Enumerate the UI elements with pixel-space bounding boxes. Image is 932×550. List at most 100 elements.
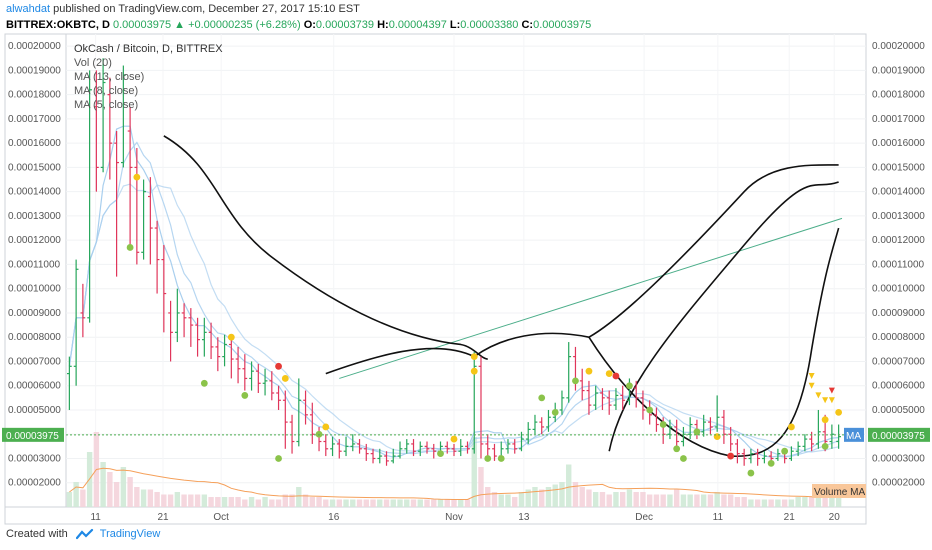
volume-bar: [478, 467, 484, 507]
signal-dot: [437, 450, 444, 458]
signal-dot: [821, 442, 829, 450]
volume-bar: [370, 499, 376, 507]
y-tick-label-left: 0.00017000: [8, 114, 61, 125]
volume-bar: [80, 489, 86, 507]
signal-dot: [315, 430, 323, 438]
legend-title: OkCash / Bitcoin, D, BITTREX: [74, 43, 223, 55]
volume-bar: [390, 499, 396, 507]
y-tick-label-left: 0.00016000: [8, 138, 61, 149]
y-tick-label-right: 0.00018000: [872, 90, 925, 101]
volume-bar: [721, 494, 727, 507]
legend-item-ma13[interactable]: MA (13, close): [74, 71, 145, 83]
volume-bar: [539, 489, 545, 507]
x-tick-label: 11: [90, 512, 101, 523]
legend-item-volume[interactable]: Vol (20): [74, 57, 112, 69]
signal-dot: [747, 469, 755, 477]
volume-bar: [255, 499, 262, 507]
volume-bar: [498, 494, 504, 507]
signal-dot: [673, 445, 681, 453]
signal-dot: [659, 421, 667, 428]
low-value: 0.00003380: [460, 19, 519, 31]
change-value: ▲ +0.00000235 (+6.28%): [174, 19, 301, 31]
volume-bar: [289, 494, 295, 507]
chart-legend: OkCash / Bitcoin, D, BITTREX Vol (20) MA…: [74, 42, 223, 112]
volume-bar: [404, 499, 410, 507]
y-tick-label-right: 0.00010000: [872, 284, 925, 295]
y-tick-label-right: 0.00006000: [872, 381, 925, 392]
volume-bar: [714, 492, 720, 507]
signal-dot: [572, 377, 579, 385]
volume-bar: [464, 499, 471, 507]
signal-dot: [281, 375, 289, 382]
signal-dot: [538, 394, 546, 402]
volume-bar: [458, 499, 464, 507]
signal-dot: [646, 406, 654, 414]
signal-dot: [470, 353, 478, 361]
signal-dot: [322, 423, 330, 431]
y-tick-label-right: 0.00012000: [872, 235, 925, 246]
volume-bar: [808, 497, 815, 507]
volume-ma-tag-text: Volume MA: [814, 487, 865, 498]
y-tick-label-left: 0.00011000: [8, 259, 61, 270]
volume-bar: [147, 489, 154, 507]
volume-bar: [593, 492, 599, 507]
y-tick-label-left: 0.00009000: [8, 308, 61, 319]
signal-triangle: [822, 397, 829, 404]
y-tick-label-right: 0.00008000: [872, 332, 925, 343]
price-tag-left-text: 0.00003975: [6, 431, 59, 442]
volume-bar: [208, 497, 214, 507]
high-value: 0.00004397: [388, 19, 447, 31]
volume-bar: [532, 487, 538, 507]
signal-dot: [450, 435, 458, 443]
y-tick-label-left: 0.00020000: [8, 41, 61, 52]
tradingview-brand[interactable]: TradingView: [99, 528, 161, 540]
legend-item-ma5[interactable]: MA (5, close): [74, 99, 139, 111]
low-label: L:: [449, 19, 461, 31]
volume-bar: [323, 499, 329, 507]
signal-dot: [241, 392, 249, 399]
signal-triangle: [815, 392, 822, 399]
volume-bar: [525, 489, 531, 507]
volume-bar: [113, 482, 120, 507]
volume-bar: [451, 499, 457, 507]
price-tag-right: [868, 427, 930, 442]
volume-bar: [802, 497, 808, 507]
price-tag-left: [2, 427, 64, 442]
x-tick-label: 21: [157, 512, 169, 523]
volume-bar: [242, 499, 248, 507]
volume-bar: [194, 494, 201, 507]
y-tick-label-left: 0.00012000: [8, 235, 61, 246]
y-tick-label-left: 0.00014000: [8, 187, 61, 198]
volume-bar: [188, 494, 194, 507]
volume-bar: [350, 499, 356, 507]
volume-bar: [437, 499, 444, 507]
volume-bar: [181, 494, 187, 507]
volume-bar: [586, 489, 592, 507]
tradingview-logo-icon: [75, 528, 93, 540]
volume-bar: [424, 499, 430, 507]
legend-item-ma8[interactable]: MA (8, close): [74, 85, 139, 97]
volume-bar: [228, 497, 235, 507]
volume-bar: [633, 492, 639, 507]
signal-dot: [787, 423, 795, 431]
x-tick-label: 21: [784, 512, 796, 523]
volume-bar: [417, 499, 423, 507]
signal-dot: [227, 333, 235, 341]
volume-bar: [734, 497, 741, 507]
signal-dot: [133, 173, 141, 181]
signal-triangle: [808, 373, 815, 380]
open-label: O:: [303, 19, 316, 31]
drawn-curve-1: [163, 135, 488, 360]
volume-bar: [444, 499, 450, 507]
y-tick-label-left: 0.00008000: [8, 332, 61, 343]
volume-bar: [397, 499, 403, 507]
author-link[interactable]: alwahdat: [6, 3, 51, 15]
volume-bar: [275, 499, 282, 507]
signal-dot: [470, 367, 478, 375]
volume-bar: [727, 494, 734, 507]
volume-bar: [606, 494, 612, 507]
y-tick-label-left: 0.00007000: [8, 356, 61, 367]
volume-bar: [174, 492, 181, 507]
volume-bar: [626, 489, 633, 507]
